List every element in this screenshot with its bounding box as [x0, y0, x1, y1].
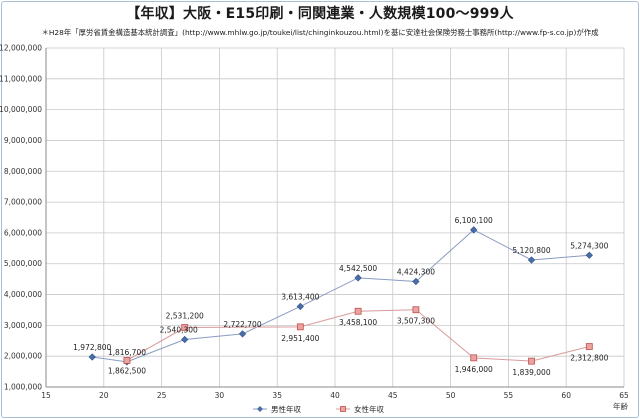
female-data-label: 2,951,400 [281, 334, 319, 343]
female-series-line [126, 309, 590, 362]
male-data-label: 5,274,300 [570, 241, 608, 250]
y-tick-label: 7,000,000 [4, 198, 42, 207]
y-tick-label: 5,000,000 [4, 259, 42, 268]
female-data-point [296, 323, 304, 331]
female-data-point [412, 306, 420, 314]
male-data-label: 4,542,500 [339, 264, 377, 273]
y-tick-label: 9,000,000 [4, 136, 42, 145]
male-data-point [238, 330, 247, 338]
x-tick-label: 25 [157, 391, 167, 400]
female-data-label: 2,531,200 [166, 312, 204, 321]
legend: 男性年収 女性年収 [253, 404, 384, 414]
series-group [88, 226, 593, 366]
male-data-label: 2,540,300 [160, 326, 198, 335]
x-tick-label: 35 [272, 391, 282, 400]
legend-male-label: 男性年収 [271, 404, 301, 414]
male-data-label: 1,972,800 [73, 343, 111, 352]
male-data-label: 3,613,400 [281, 292, 319, 301]
y-tick-label: 2,000,000 [4, 352, 42, 361]
male-data-label: 6,100,100 [455, 216, 493, 225]
chart-subtitle: ＊H28年「厚労省賃金構造基本統計調査」(http://www.mhlw.go.… [41, 28, 599, 37]
x-tick-label: 30 [215, 391, 225, 400]
x-tick-label: 15 [41, 391, 51, 400]
female-data-label: 1,839,000 [512, 368, 550, 377]
male-data-label: 4,424,300 [397, 267, 435, 276]
female-data-point [528, 357, 535, 365]
x-axis-label: 年齢 [613, 401, 628, 411]
male-series-line [92, 229, 590, 363]
y-tick-label: 11,000,000 [0, 74, 42, 83]
male-data-point [527, 256, 536, 264]
female-data-label: 2,312,800 [570, 354, 608, 363]
x-tick-label: 65 [619, 391, 629, 400]
y-tick-label: 8,000,000 [4, 167, 42, 176]
female-data-point [470, 354, 478, 362]
female-data-label: 1,862,500 [108, 366, 146, 375]
male-data-label: 2,722,700 [223, 320, 261, 329]
y-tick-label: 10,000,000 [0, 105, 42, 114]
female-data-label: 1,946,000 [455, 365, 493, 374]
female-data-point [181, 324, 189, 331]
legend-male-marker [257, 406, 263, 412]
x-tick-label: 60 [561, 391, 571, 400]
x-tick-label: 55 [504, 391, 514, 400]
female-data-point [123, 357, 131, 364]
x-tick-label: 40 [330, 391, 340, 400]
chart-title: 【年収】大阪・E15印刷・同関連業・人数規模100～999人 [126, 6, 514, 22]
y-tick-label: 1,000,000 [4, 383, 42, 392]
female-data-point [354, 307, 362, 315]
male-data-point [296, 302, 304, 311]
y-tick-label: 4,000,000 [4, 290, 42, 299]
y-tick-label: 6,000,000 [4, 228, 42, 237]
male-data-label: 5,120,800 [512, 246, 550, 255]
x-tick-label: 50 [446, 391, 456, 400]
male-data-label: 1,816,700 [108, 348, 146, 357]
female-data-label: 3,458,100 [339, 318, 377, 327]
legend-female-marker [340, 406, 346, 412]
male-data-point [412, 277, 420, 286]
grid-lines [45, 47, 625, 388]
male-data-point [470, 226, 478, 234]
axes: 1,000,000 2,000,000 3,000,000 4,000,000 5,00… [0, 44, 629, 412]
x-tick-label: 45 [388, 391, 398, 400]
y-tick-label: 3,000,000 [4, 321, 42, 330]
male-data-point [354, 274, 362, 282]
male-data-point [181, 335, 189, 344]
female-data-label: 3,507,300 [397, 317, 435, 326]
female-data-point [585, 343, 593, 350]
x-tick-label: 20 [99, 391, 109, 400]
y-tick-label: 12,000,000 [0, 44, 42, 53]
male-data-point [585, 251, 593, 259]
legend-female-label: 女性年収 [354, 404, 384, 414]
male-data-point [88, 353, 96, 361]
